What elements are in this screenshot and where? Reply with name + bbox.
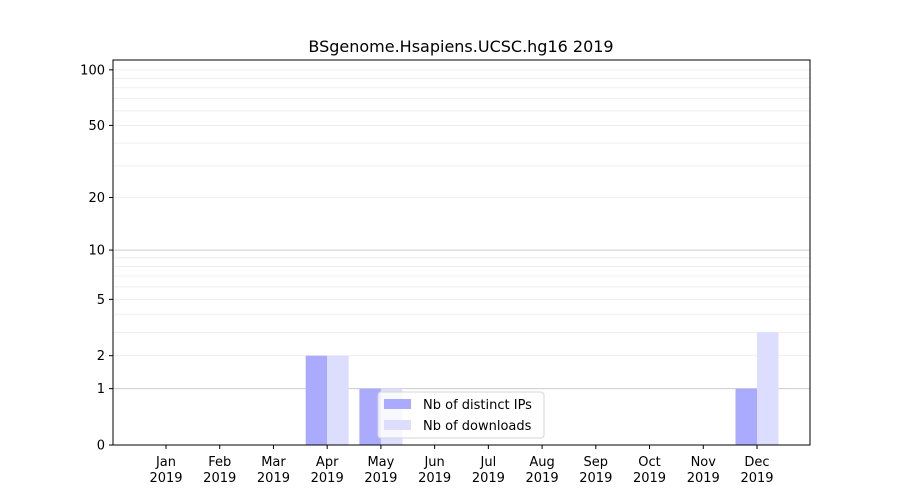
y-tick-label: 50 xyxy=(88,119,105,134)
y-tick-label: 0 xyxy=(97,439,105,454)
y-tick-label: 5 xyxy=(97,293,105,308)
bar-downloads xyxy=(327,355,349,445)
legend-swatch xyxy=(384,420,411,430)
y-tick-label: 2 xyxy=(97,349,105,364)
legend-swatch xyxy=(384,399,411,409)
chart-title: BSgenome.Hsapiens.UCSC.hg16 2019 xyxy=(308,37,613,56)
x-tick-label: Jun 2019 xyxy=(418,455,451,486)
x-tick-label: Aug 2019 xyxy=(526,455,559,486)
x-tick-label: Mar 2019 xyxy=(257,455,290,486)
bar-ips xyxy=(735,388,757,445)
x-tick-label: Oct 2019 xyxy=(633,455,666,486)
bar-downloads xyxy=(757,332,779,445)
plot-frame xyxy=(112,59,811,446)
y-tick-label: 10 xyxy=(88,244,105,259)
x-tick-label: Jul 2019 xyxy=(472,455,505,486)
legend-box xyxy=(377,391,545,439)
x-tick-label: Jan 2019 xyxy=(149,455,182,486)
legend-label: Nb of downloads xyxy=(423,419,532,434)
x-tick-label: Apr 2019 xyxy=(311,455,344,486)
x-tick-label: Sep 2019 xyxy=(579,455,612,486)
bar-ips xyxy=(305,355,328,445)
x-tick-label: Nov 2019 xyxy=(687,455,720,486)
x-tick-label: May 2019 xyxy=(364,455,397,486)
legend-label: Nb of distinct IPs xyxy=(423,398,532,413)
x-tick-label: Dec 2019 xyxy=(740,455,773,486)
y-tick-label: 20 xyxy=(88,191,105,206)
bar-ips xyxy=(359,388,381,445)
legend: Nb of distinct IPs Nb of downloads xyxy=(377,391,545,439)
y-tick-label: 100 xyxy=(80,63,105,78)
x-tick-label: Feb 2019 xyxy=(203,455,236,486)
y-tick-label: 1 xyxy=(97,382,105,397)
